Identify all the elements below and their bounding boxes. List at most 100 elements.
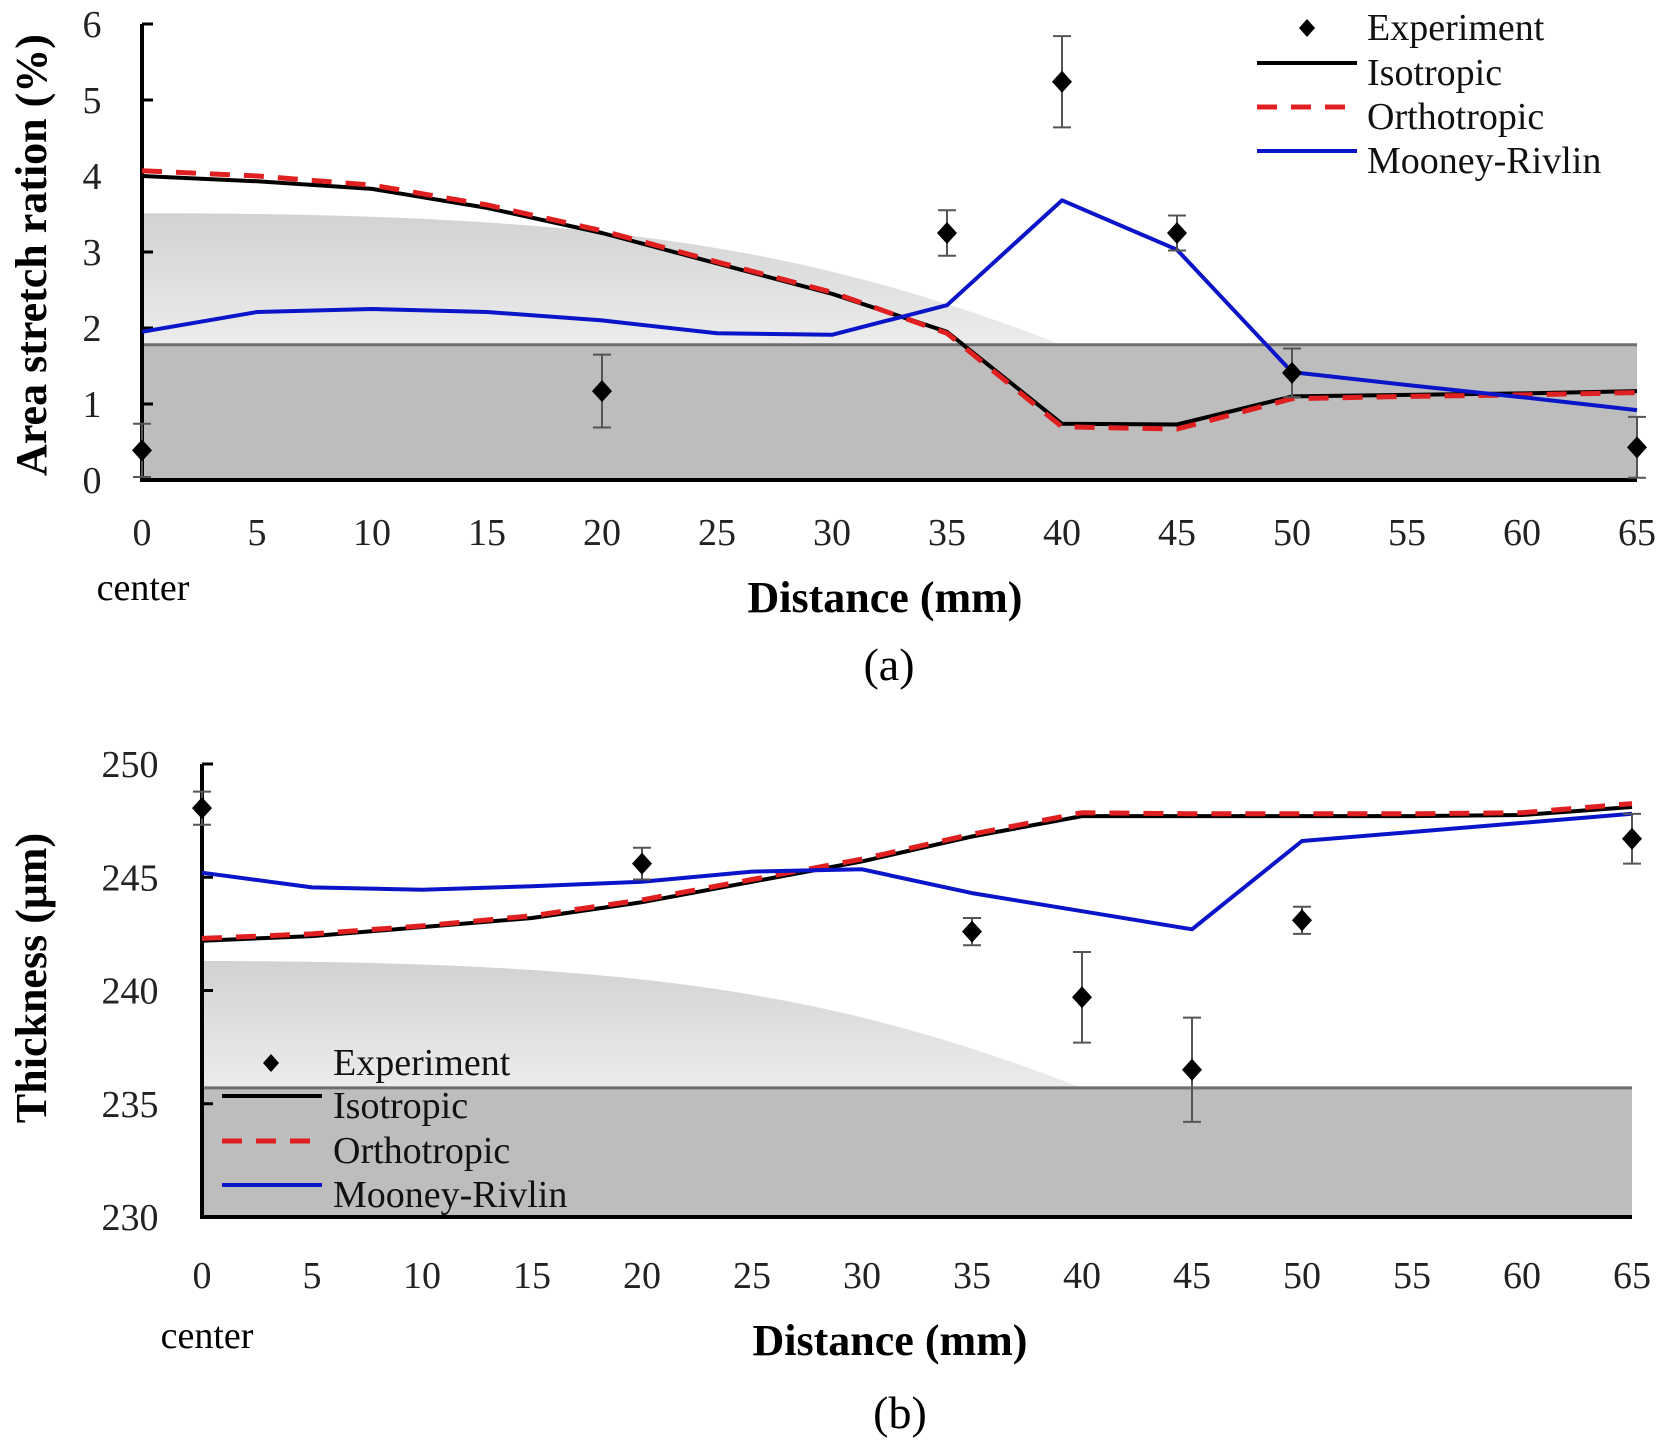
series-line-mooney-rivlin bbox=[201, 811, 1633, 932]
x-origin-note: center bbox=[161, 1315, 254, 1357]
legend-item-isotropic: Isotropic bbox=[222, 1085, 468, 1127]
gradient-region bbox=[142, 213, 1062, 345]
axes bbox=[140, 22, 1637, 482]
legend-label: Isotropic bbox=[333, 1085, 468, 1127]
legend-item-orthotropic: Orthotropic bbox=[1257, 96, 1544, 138]
y-tick-label: 250 bbox=[102, 744, 159, 786]
legend-item-mooney-rivlin: Mooney-Rivlin bbox=[1257, 140, 1601, 182]
diamond-marker bbox=[1072, 986, 1092, 1009]
legend-item-experiment: Experiment bbox=[1299, 7, 1545, 49]
x-tick-label: 60 bbox=[1503, 512, 1541, 554]
x-tick-label: 40 bbox=[1043, 512, 1081, 554]
experiment-point bbox=[1627, 415, 1647, 479]
y-tick-label: 235 bbox=[102, 1084, 159, 1126]
experiment-point bbox=[192, 790, 212, 826]
diamond-marker bbox=[1282, 361, 1302, 384]
x-tick-label: 35 bbox=[953, 1255, 991, 1297]
x-tick-label: 25 bbox=[698, 512, 736, 554]
legend-label: Isotropic bbox=[1367, 52, 1502, 94]
diamond-marker bbox=[937, 222, 957, 244]
x-tick-label: 20 bbox=[623, 1255, 661, 1297]
background-shading bbox=[142, 213, 1637, 480]
x-tick-label: 65 bbox=[1618, 512, 1656, 554]
legend: ExperimentIsotropicOrthotropicMooney-Riv… bbox=[1257, 7, 1601, 182]
experiment-point bbox=[1167, 214, 1187, 252]
gray-band bbox=[202, 1087, 1632, 1217]
y-tick-label: 4 bbox=[83, 156, 102, 198]
x-tick-label: 15 bbox=[468, 512, 506, 554]
experiment-point bbox=[1292, 905, 1312, 935]
experiment-point bbox=[632, 846, 652, 881]
experiment-point bbox=[1622, 812, 1642, 865]
x-tick-label: 10 bbox=[403, 1255, 441, 1297]
experiment-point bbox=[937, 209, 957, 257]
legend-item-experiment: Experiment bbox=[263, 1042, 511, 1084]
experiment-point bbox=[1282, 347, 1302, 399]
diamond-marker bbox=[962, 920, 982, 943]
x-tick-label: 20 bbox=[583, 512, 621, 554]
tick-labels: 230 235 240 245 250 0 5 10 15 20 25 30 35 40 45 50 55 60 6… bbox=[102, 744, 1652, 1297]
diamond-marker bbox=[132, 439, 152, 462]
diamond-marker bbox=[1052, 70, 1072, 93]
x-tick-label: 60 bbox=[1503, 1255, 1541, 1297]
panel-label: (b) bbox=[873, 1387, 927, 1438]
experiment-point bbox=[1182, 1016, 1202, 1123]
legend-diamond-icon bbox=[263, 1054, 279, 1072]
x-tick-label: 15 bbox=[513, 1255, 551, 1297]
x-tick-label: 50 bbox=[1273, 512, 1311, 554]
y-tick-label: 245 bbox=[102, 857, 159, 899]
experiment-point bbox=[1072, 950, 1092, 1044]
y-axis-label: Area stretch ration (%) bbox=[7, 34, 56, 476]
panel-label: (a) bbox=[863, 639, 914, 690]
series-line-mooney-rivlin bbox=[141, 198, 1638, 413]
diamond-marker bbox=[1622, 827, 1642, 850]
gray-band bbox=[142, 344, 1637, 480]
x-tick-label: 10 bbox=[353, 512, 391, 554]
y-tick-label: 2 bbox=[83, 308, 102, 350]
x-tick-label: 30 bbox=[813, 512, 851, 554]
legend-label: Orthotropic bbox=[333, 1130, 510, 1172]
legend-label: Mooney-Rivlin bbox=[333, 1174, 567, 1216]
x-tick-label: 35 bbox=[928, 512, 966, 554]
axes bbox=[200, 762, 1632, 1219]
y-tick-label: 1 bbox=[83, 384, 102, 426]
x-tick-label: 55 bbox=[1388, 512, 1426, 554]
x-axis-label: Distance (mm) bbox=[748, 573, 1023, 622]
experiment-point bbox=[592, 353, 612, 429]
series-line-orthotropic bbox=[141, 168, 1638, 432]
experiment-points bbox=[192, 790, 1642, 1123]
y-axis-label: Thickness (μm) bbox=[7, 833, 56, 1123]
series-line-isotropic bbox=[201, 805, 1633, 943]
x-tick-label: 45 bbox=[1173, 1255, 1211, 1297]
legend-item-mooney-rivlin: Mooney-Rivlin bbox=[222, 1174, 567, 1216]
x-tick-label: 5 bbox=[248, 512, 267, 554]
x-tick-label: 65 bbox=[1613, 1255, 1651, 1297]
legend-label: Experiment bbox=[333, 1042, 511, 1084]
x-tick-label: 0 bbox=[193, 1255, 212, 1297]
x-tick-label: 0 bbox=[133, 512, 152, 554]
legend-item-orthotropic: Orthotropic bbox=[222, 1130, 510, 1172]
series-lines bbox=[201, 801, 1633, 943]
background-shading bbox=[202, 961, 1632, 1217]
x-tick-label: 25 bbox=[733, 1255, 771, 1297]
y-tick-label: 230 bbox=[102, 1197, 159, 1239]
diamond-marker bbox=[192, 797, 212, 820]
y-tick-label: 240 bbox=[102, 971, 159, 1013]
chart-panel-b: ExperimentIsotropicOrthotropicMooney-Riv… bbox=[7, 744, 1651, 1438]
y-tick-label: 3 bbox=[83, 232, 102, 274]
experiment-point bbox=[1052, 35, 1072, 129]
x-origin-note: center bbox=[97, 567, 190, 609]
gradient-region bbox=[202, 961, 1082, 1088]
legend-item-isotropic: Isotropic bbox=[1257, 52, 1502, 94]
diamond-marker bbox=[1627, 436, 1647, 459]
series-line-orthotropic bbox=[201, 801, 1633, 941]
series-lines bbox=[141, 168, 1638, 432]
experiment-point bbox=[962, 917, 982, 947]
x-tick-label: 50 bbox=[1283, 1255, 1321, 1297]
diamond-marker bbox=[1182, 1058, 1202, 1081]
x-tick-label: 55 bbox=[1393, 1255, 1431, 1297]
x-tick-label: 5 bbox=[303, 1255, 322, 1297]
x-tick-label: 30 bbox=[843, 1255, 881, 1297]
